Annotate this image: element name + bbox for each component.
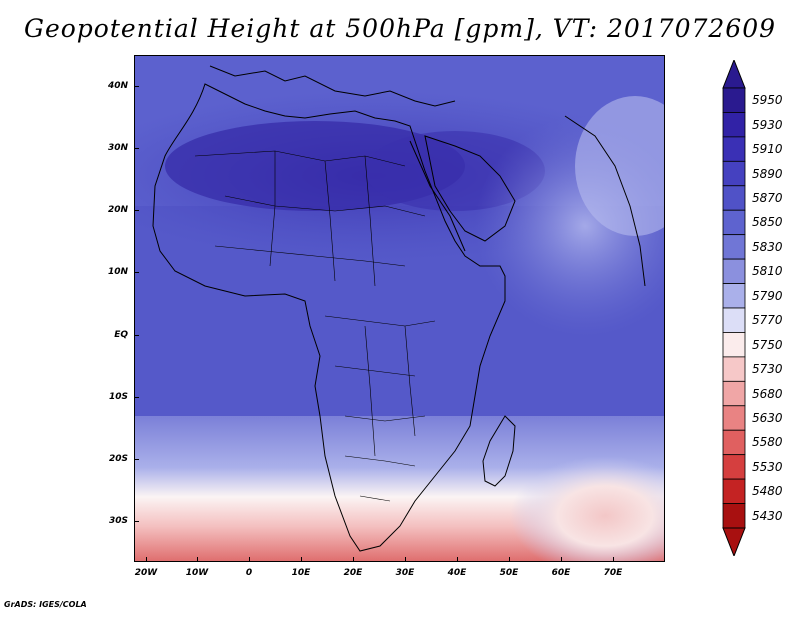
colorbar-swatch xyxy=(722,429,746,456)
lat-tick xyxy=(134,521,139,522)
lon-label-20w: 20W xyxy=(134,568,158,578)
colorbar-swatch xyxy=(722,185,746,211)
lon-tick xyxy=(457,557,458,562)
lat-tick xyxy=(134,148,139,149)
colorbar-top-triangle xyxy=(722,60,746,89)
colorbar-swatch xyxy=(722,136,746,162)
colorbar xyxy=(722,60,746,556)
colorbar-label: 5850 xyxy=(752,215,783,230)
colorbar-label: 5480 xyxy=(752,484,783,499)
lat-label-30n: 30N xyxy=(107,143,128,153)
lon-label-10w: 10W xyxy=(185,568,209,578)
grads-credit: GrADS: IGES/COLA xyxy=(4,600,87,609)
lat-label-eq: EQ xyxy=(114,330,128,340)
colorbar-label: 5580 xyxy=(752,435,783,450)
lat-tick xyxy=(134,210,139,211)
lat-label-10s: 10S xyxy=(108,392,128,402)
colorbar-label: 5910 xyxy=(752,142,783,157)
colorbar-swatch xyxy=(722,283,746,309)
lon-tick xyxy=(405,557,406,562)
colorbar-label: 5870 xyxy=(752,191,783,205)
colorbar-label: 5680 xyxy=(752,386,783,401)
colorbar-swatch xyxy=(722,332,746,358)
lon-label-10e: 10E xyxy=(291,568,311,578)
lon-label-30e: 30E xyxy=(395,568,415,578)
lon-tick xyxy=(197,557,198,562)
colorbar-swatch xyxy=(722,160,746,187)
colorbar-label: 5530 xyxy=(752,459,783,474)
lat-label-20s: 20S xyxy=(108,454,128,464)
lon-label-50e: 50E xyxy=(499,568,519,578)
colorbar-label: 5950 xyxy=(752,93,783,108)
europe-coast xyxy=(209,65,456,107)
lon-tick xyxy=(249,557,250,562)
lat-tick xyxy=(134,335,139,336)
lat-label-40n: 40N xyxy=(107,81,128,91)
colorbar-swatch xyxy=(722,454,746,480)
lat-label-10n: 10N xyxy=(107,267,128,277)
field-europe-low xyxy=(135,56,604,136)
africa-coast xyxy=(152,83,506,552)
colorbar-bottom-triangle xyxy=(722,527,746,556)
lon-label-0: 0 xyxy=(245,568,253,578)
colorbar-label: 5770 xyxy=(752,313,783,328)
geopotential-field xyxy=(135,56,664,561)
lon-tick xyxy=(353,557,354,562)
lat-tick xyxy=(134,459,139,460)
colorbar-swatch xyxy=(722,209,746,236)
colorbar-label: 5790 xyxy=(752,288,783,303)
colorbar-swatch xyxy=(722,380,746,407)
colorbar-label: 5430 xyxy=(752,508,783,523)
colorbar-label: 5630 xyxy=(752,411,783,425)
colorbar-swatch xyxy=(722,307,746,333)
lat-tick xyxy=(134,272,139,273)
arabia-coast xyxy=(424,135,516,242)
colorbar-label: 5750 xyxy=(752,337,783,352)
lat-tick xyxy=(134,397,139,398)
coastlines xyxy=(152,65,646,552)
colorbar-swatch xyxy=(722,87,746,113)
chart-title: Geopotential Height at 500hPa [gpm], VT:… xyxy=(23,14,777,43)
lat-tick xyxy=(134,86,139,87)
red-sea xyxy=(409,140,466,252)
lon-tick xyxy=(301,557,302,562)
colorbar-swatch xyxy=(722,234,746,260)
lon-label-60e: 60E xyxy=(551,568,571,578)
field-se-indian-ocean xyxy=(510,456,664,561)
colorbar-swatch xyxy=(722,258,746,284)
colorbar-swatch xyxy=(722,478,746,504)
lon-tick xyxy=(509,557,510,562)
colorbar-swatch xyxy=(722,405,746,431)
colorbar-label: 5810 xyxy=(752,264,783,279)
colorbar-label: 5890 xyxy=(752,166,783,181)
field-india-light xyxy=(575,96,664,236)
lon-label-70e: 70E xyxy=(603,568,623,578)
colorbar-label: 5930 xyxy=(752,117,783,132)
lon-tick xyxy=(561,557,562,562)
lat-label-30s: 30S xyxy=(108,516,128,526)
lat-label-20n: 20N xyxy=(107,205,128,215)
colorbar-swatch xyxy=(722,112,746,138)
madagascar xyxy=(482,415,516,487)
lon-tick xyxy=(146,557,147,562)
colorbar-swatch xyxy=(722,503,746,529)
borders xyxy=(194,150,436,502)
map-panel xyxy=(134,55,665,562)
colorbar-swatch xyxy=(722,356,746,382)
colorbar-label: 5830 xyxy=(752,239,783,254)
lon-label-20e: 20E xyxy=(343,568,363,578)
lon-label-40e: 40E xyxy=(447,568,467,578)
lon-tick xyxy=(613,557,614,562)
india-coast xyxy=(564,115,646,287)
colorbar-label: 5730 xyxy=(752,362,783,377)
